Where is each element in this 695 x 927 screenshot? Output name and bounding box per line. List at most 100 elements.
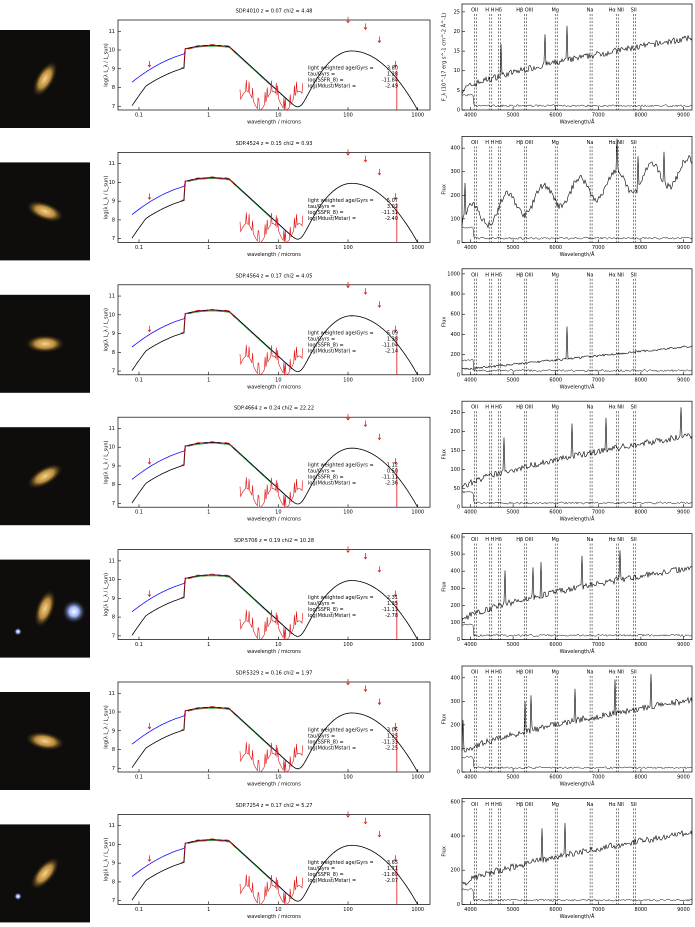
unattenuated-stellar-model — [131, 309, 293, 370]
galaxy-image — [0, 162, 90, 261]
x-tick-label: 1000 — [411, 642, 424, 648]
galaxy — [27, 463, 63, 489]
x-tick-label: 8000 — [635, 775, 648, 781]
line-label: Hδ — [495, 8, 502, 14]
line-label: Mg — [551, 272, 559, 278]
x-tick-label: 0.1 — [135, 642, 143, 648]
y-tick-label: 8 — [112, 747, 115, 753]
line-label: Hβ OIII — [516, 8, 533, 14]
y-tick-label: 300 — [450, 169, 460, 175]
unattenuated-stellar-model — [131, 839, 293, 899]
spectrum-axes — [461, 3, 693, 111]
spectrum-axes — [461, 665, 693, 773]
x-axis-label: Wavelength/Å — [560, 119, 595, 126]
spectrum — [461, 674, 693, 753]
line-label: OII — [471, 405, 478, 411]
upper-limit-arrow — [377, 566, 382, 573]
x-tick-label: 1000 — [411, 775, 424, 781]
x-tick-label: 1 — [207, 510, 210, 516]
x-tick-label: 8000 — [635, 245, 648, 251]
y-tick-label: 200 — [450, 603, 460, 609]
galaxy-image — [0, 30, 90, 128]
y-tick-label: 7 — [112, 104, 115, 110]
x-axis-label: Wavelength/Å — [560, 913, 595, 920]
x-tick-label: 4000 — [464, 510, 477, 516]
x-tick-label: 0.1 — [135, 113, 143, 119]
y-tick-label: 15 — [454, 49, 460, 55]
upper-limit-arrow — [147, 590, 152, 598]
total-model — [131, 706, 419, 773]
x-tick-label: 6000 — [549, 642, 562, 648]
parameter-label: log(SSFR_8) = — [308, 740, 344, 746]
y-tick-label: 600 — [450, 312, 460, 318]
upper-limit-arrow — [147, 855, 152, 862]
parameter-value: -2.49 — [385, 84, 398, 90]
sed-title: SDP.5329 z = 0.16 chi2 = 1.97 — [236, 671, 313, 677]
y-tick-label: 10 — [109, 180, 115, 186]
parameter-label: log(Mdust/Mstar) = — [308, 746, 356, 752]
x-tick-label: 1 — [207, 642, 210, 648]
red-model — [180, 573, 237, 599]
y-tick-label: 10 — [109, 445, 115, 451]
galaxy — [25, 334, 65, 353]
y-tick-label: 10 — [109, 710, 115, 716]
line-label: Hδ — [495, 670, 502, 676]
y-tick-label: 9 — [112, 861, 115, 867]
line-label: Hβ OIII — [516, 405, 533, 411]
unattenuated-stellar-model — [131, 574, 293, 635]
line-label: Hα NII — [609, 8, 624, 14]
parameter-value: 0.50 — [387, 469, 398, 475]
x-tick-label: 1 — [207, 377, 210, 383]
y-tick-label: 8 — [112, 615, 115, 621]
red-model — [180, 441, 237, 466]
x-tick-label: 100 — [343, 642, 353, 648]
line-label: H H — [485, 802, 494, 808]
spectrum-axes — [461, 268, 693, 376]
x-tick-label: 4000 — [464, 907, 477, 913]
line-label: Na — [587, 140, 594, 146]
line-label: SII — [631, 405, 637, 411]
line-label: Hα NII — [609, 405, 624, 411]
x-axis-label: wavelength / microns — [247, 649, 301, 655]
pah-model — [239, 79, 303, 111]
upper-limit-arrow — [147, 458, 152, 465]
galaxy-image — [0, 692, 90, 790]
y-axis-label: log(λ L_λ / L_sun) — [104, 705, 110, 748]
upper-limit-arrow — [377, 168, 382, 176]
upper-limit-arrow — [377, 433, 382, 441]
parameter-value: 3.06 — [387, 728, 398, 734]
x-axis-label: wavelength / microns — [247, 252, 301, 258]
parameter-value: 2.31 — [387, 595, 398, 601]
parameter-value: -2.78 — [385, 613, 398, 619]
x-tick-label: 4000 — [464, 245, 477, 251]
parameter-label: light weighted age/Gyrs = — [308, 198, 374, 204]
parameter-value: -2.36 — [385, 481, 398, 487]
upper-limit-arrow — [363, 23, 368, 30]
parameter-value: 1.71 — [387, 866, 398, 872]
y-tick-label: 1000 — [447, 271, 460, 277]
galaxy — [30, 857, 60, 890]
red-model — [180, 308, 237, 334]
x-tick-label: 5000 — [507, 907, 520, 913]
parameter-label: tau/Gyrs = — [308, 204, 335, 210]
upper-limit-arrow — [393, 855, 398, 862]
upper-limit-arrow — [363, 420, 368, 428]
y-tick-label: 400 — [450, 146, 460, 152]
parameter-label: log(Mdust/Mstar) = — [308, 878, 356, 884]
x-tick-label: 7000 — [592, 245, 605, 251]
spectrum-axes — [461, 798, 693, 905]
y-tick-label: 11 — [109, 426, 115, 432]
y-tick-label: 600 — [450, 799, 460, 805]
sed-axes — [117, 416, 431, 508]
parameter-value: -2.14 — [385, 348, 398, 354]
y-axis-label: log(λ L_λ / L_sun) — [104, 440, 110, 483]
parameter-label: tau/Gyrs = — [308, 336, 335, 342]
parameter-value: -2.25 — [385, 746, 398, 752]
x-axis-label: Wavelength/Å — [560, 516, 595, 523]
x-tick-label: 1 — [207, 907, 210, 913]
y-tick-label: 10 — [109, 577, 115, 583]
y-tick-label: 0 — [457, 505, 460, 511]
y-tick-label: 11 — [109, 558, 115, 564]
line-label: Hα NII — [609, 140, 624, 146]
y-tick-label: 200 — [450, 429, 460, 435]
